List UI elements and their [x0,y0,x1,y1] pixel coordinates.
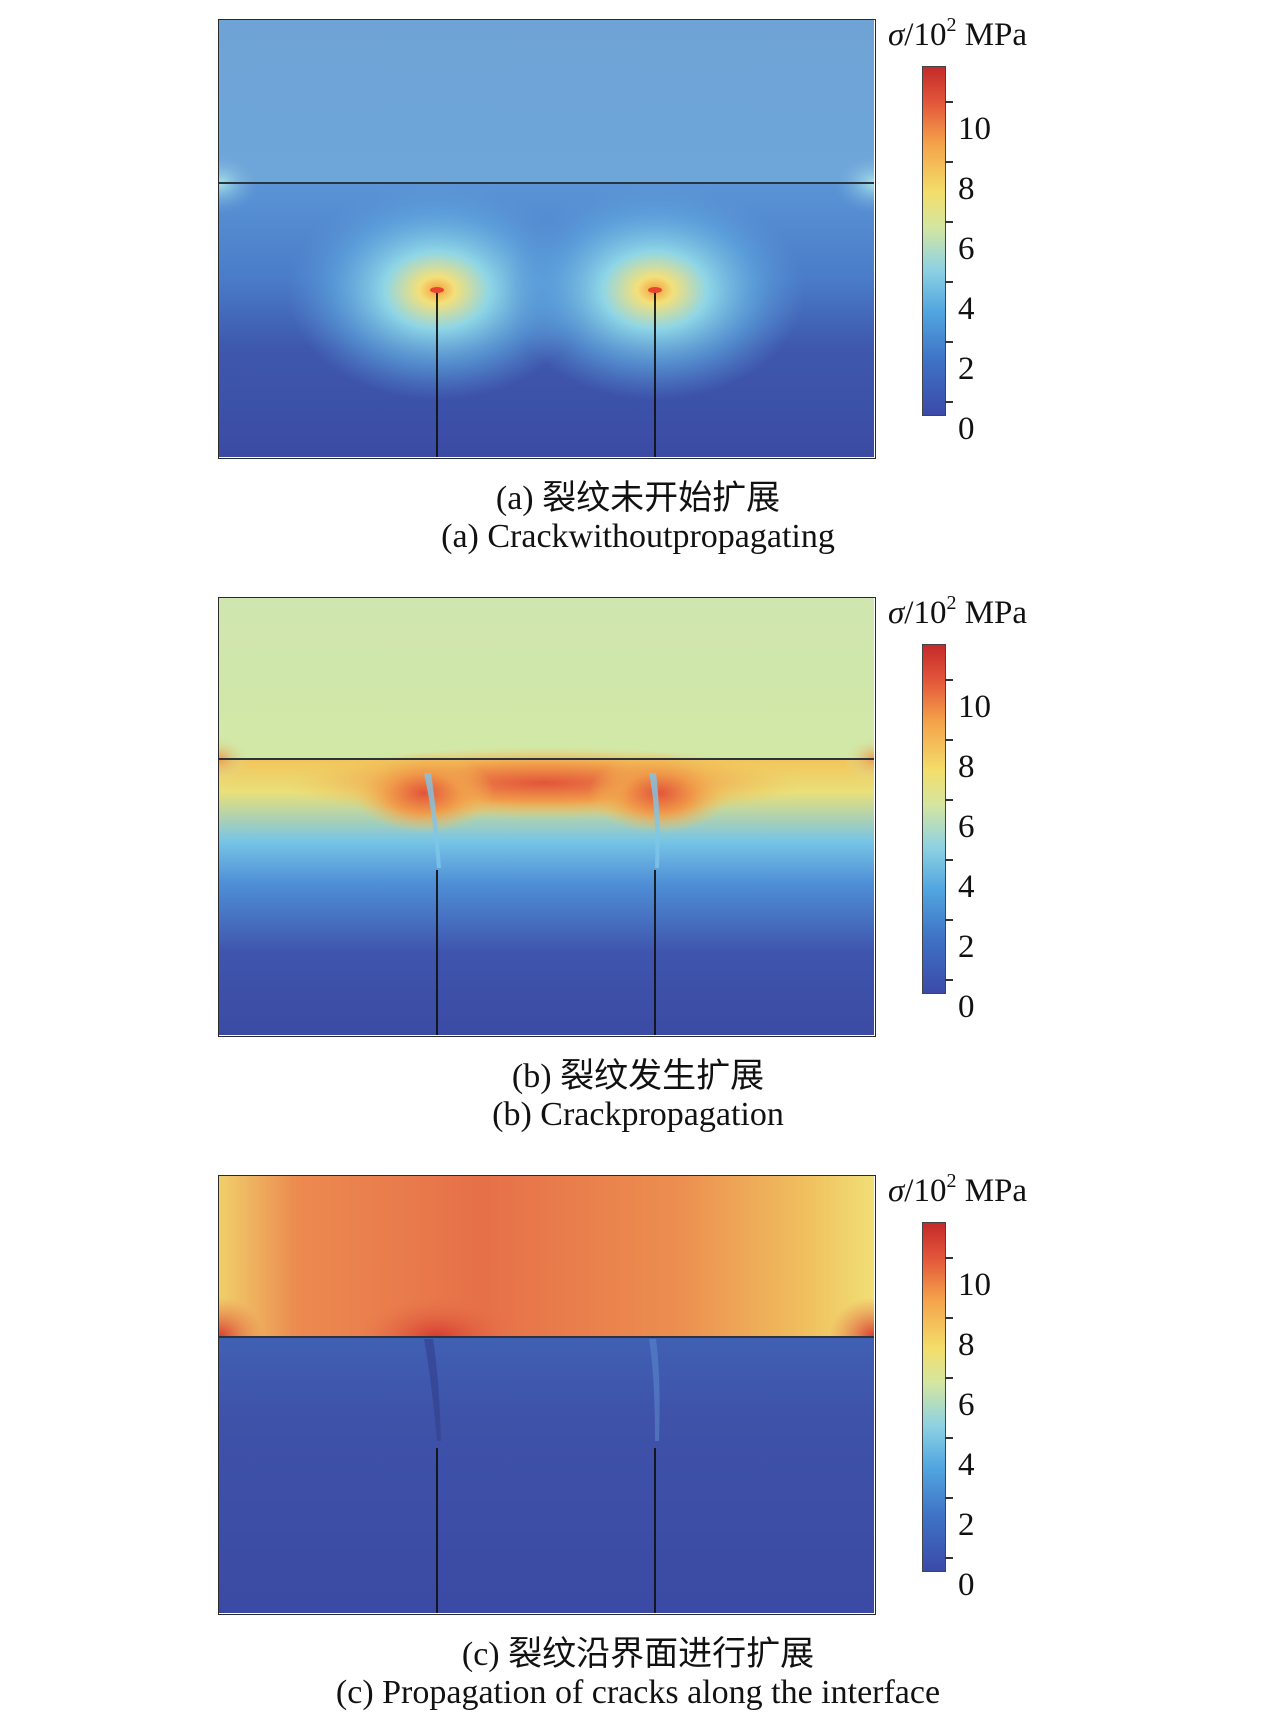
colorbar-tick-label: 2 [958,351,975,387]
colorbar-tick-label: 8 [958,749,975,785]
colorbar-tick-label: 0 [958,1567,975,1603]
colorbar-tick [945,281,953,283]
colorbar-title-a: σ/102 MPa [888,14,1028,53]
colorbar-tick [945,919,953,921]
colorbar-c [922,1222,946,1572]
caption-en-b: (b) Crackpropagation [492,1096,784,1133]
colorbar-tick-label: 4 [958,291,975,327]
colorbar-tick-label: 0 [958,411,975,447]
colorbar-tick-label: 8 [958,1327,975,1363]
colorbar-tick [945,1437,953,1439]
stress-field-plot-b [218,597,876,1037]
colorbar-tick-label: 6 [958,1387,975,1423]
caption-en-c: (c) Propagation of cracks along the inte… [335,1674,941,1711]
colorbar-tick [945,161,953,163]
colorbar-tick [945,1557,953,1559]
colorbar-tick-label: 10 [958,1267,991,1303]
colorbar-tick-label: 10 [958,689,991,725]
colorbar-tick [945,101,953,103]
caption-en-a: (a) Crackwithoutpropagating [441,518,835,555]
colorbar-tick-label: 2 [958,929,975,965]
colorbar-tick [945,799,953,801]
colorbar-tick [945,341,953,343]
colorbar-title-b: σ/102 MPa [888,592,1028,631]
colorbar-tick [945,859,953,861]
colorbar-tick [945,1257,953,1259]
caption-cn-a: (a) 裂纹未开始扩展 [495,480,781,517]
colorbar-tick-label: 10 [958,111,991,147]
colorbar-tick-label: 2 [958,1507,975,1543]
colorbar-tick-label: 0 [958,989,975,1025]
colorbar-tick [945,1497,953,1499]
panel-a: σ/102 MPa 10 8 6 4 2 0 (a) 裂纹未开始扩展 (a) C… [0,0,1276,576]
stress-field-plot-c [218,1175,876,1615]
panel-c: σ/102 MPa 10 8 6 4 2 0 (c) 裂纹沿界面进行扩展 (c)… [0,1156,1276,1732]
colorbar-tick-label: 4 [958,1447,975,1483]
colorbar-tick [945,979,953,981]
colorbar-tick [945,1317,953,1319]
colorbar-title-c: σ/102 MPa [888,1170,1028,1209]
colorbar-tick [945,679,953,681]
caption-cn-c: (c) 裂纹沿界面进行扩展 [461,1636,815,1673]
caption-cn-b: (b) 裂纹发生扩展 [511,1058,765,1095]
colorbar-tick [945,739,953,741]
colorbar-tick [945,221,953,223]
colorbar-tick-label: 6 [958,231,975,267]
colorbar-tick-label: 8 [958,171,975,207]
colorbar-tick [945,401,953,403]
colorbar-tick [945,1377,953,1379]
colorbar-tick-label: 4 [958,869,975,905]
panel-b: σ/102 MPa 10 8 6 4 2 0 (b) 裂纹发生扩展 (b) Cr… [0,578,1276,1154]
colorbar-tick-label: 6 [958,809,975,845]
stress-field-plot-a [218,19,876,459]
colorbar-b [922,644,946,994]
colorbar-a [922,66,946,416]
